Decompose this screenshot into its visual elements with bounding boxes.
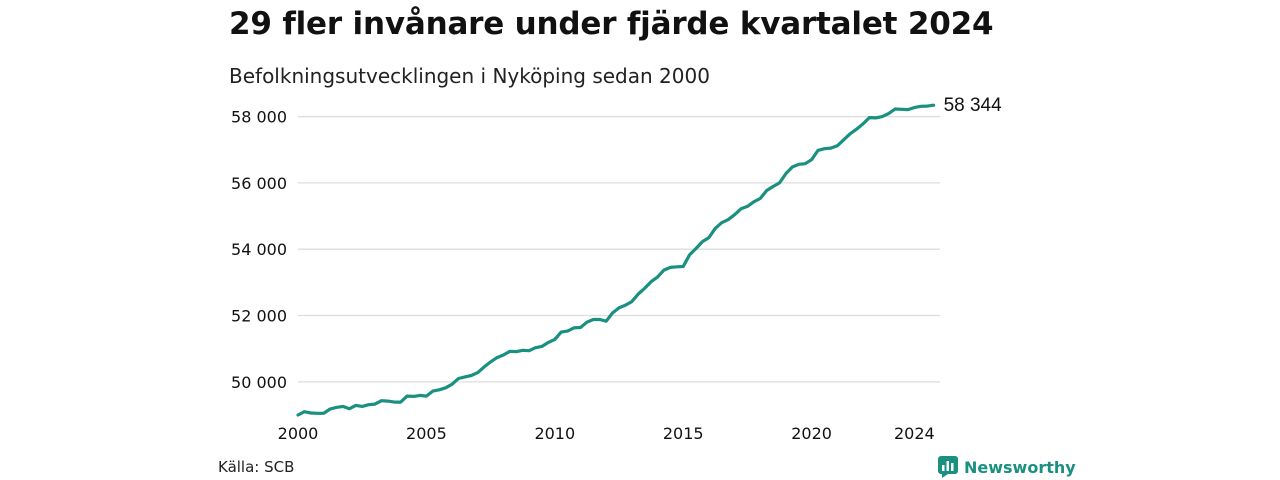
x-tick-label: 2020 [791,424,832,443]
x-tick-label: 2000 [278,424,319,443]
source-note: Källa: SCB [218,458,295,476]
y-tick-label: 54 000 [231,240,287,259]
y-tick-label: 52 000 [231,307,287,326]
x-tick-label: 2024 [894,424,935,443]
brand-name: Newsworthy [964,457,1076,477]
last-value-label: 58 344 [944,95,1003,116]
series-line [296,103,936,417]
y-tick-label: 56 000 [231,174,287,193]
chart-subtitle: Befolkningsutvecklingen i Nyköping sedan… [229,64,710,88]
chart-title: 29 fler invånare under fjärde kvartalet … [229,6,994,42]
y-tick-label: 50 000 [231,373,287,392]
y-tick-label: 58 000 [231,108,287,127]
x-tick-label: 2010 [534,424,575,443]
newsworthy-logo-icon [938,456,958,478]
x-tick-label: 2005 [406,424,447,443]
newsworthy-logo: Newsworthy [938,456,1076,478]
x-tick-label: 2015 [663,424,704,443]
